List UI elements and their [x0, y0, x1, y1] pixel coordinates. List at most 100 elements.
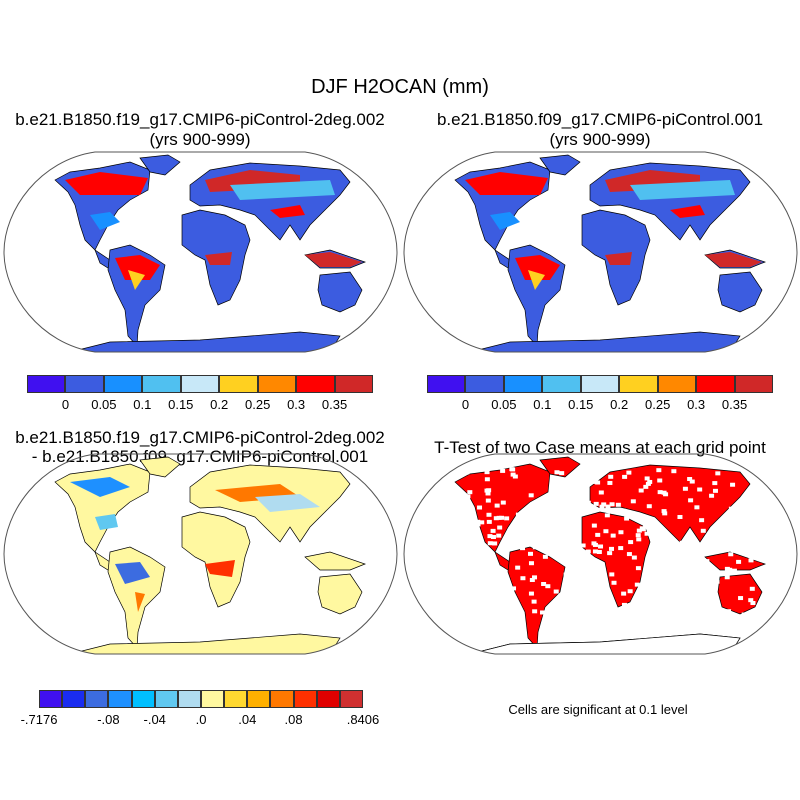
colorbar-difference-box [154, 690, 178, 708]
colorbar-panel1-label: 0.1 [133, 397, 152, 412]
nonsignificant-cell [748, 598, 754, 603]
nonsignificant-cell [610, 533, 616, 538]
value-region [115, 562, 150, 584]
nonsignificant-cell [661, 509, 667, 514]
nonsignificant-cell [700, 528, 706, 533]
nonsignificant-cell [510, 472, 516, 477]
nonsignificant-cell [470, 525, 476, 530]
nonsignificant-cell [510, 467, 516, 472]
nonsignificant-cell [650, 591, 656, 596]
value-region [115, 255, 160, 280]
nonsignificant-cell [646, 504, 652, 509]
nonsignificant-cell [511, 586, 517, 591]
nonsignificant-cell [515, 565, 521, 570]
map-frame [403, 151, 798, 353]
nonsignificant-cell [465, 494, 471, 499]
land-south-america [507, 546, 566, 649]
land-australia [317, 271, 363, 313]
nonsignificant-cell [563, 572, 569, 577]
nonsignificant-cell [635, 566, 641, 571]
nonsignificant-cell [650, 526, 656, 531]
land-antarctica [69, 331, 341, 352]
nonsignificant-cell [563, 529, 569, 534]
nonsignificant-cell [565, 519, 571, 524]
nonsignificant-cell [631, 604, 637, 609]
nonsignificant-cell [561, 606, 567, 611]
colorbar-difference-box [201, 690, 225, 708]
nonsignificant-cell [709, 493, 715, 498]
nonsignificant-cell [528, 561, 534, 566]
colorbar-panel2-label: 0.1 [533, 397, 552, 412]
nonsignificant-cell [665, 577, 671, 582]
panel1-subtitle: (yrs 900-999) [149, 130, 251, 149]
nonsignificant-cell [464, 503, 470, 508]
nonsignificant-cell [475, 522, 481, 527]
nonsignificant-cell [671, 571, 677, 576]
panel2-title: b.e21.B1850.f09_g17.CMIP6-piControl.001 [436, 110, 764, 129]
colorbar-panel1-box [103, 375, 143, 393]
nonsignificant-cell [662, 511, 668, 516]
value-region [465, 172, 548, 195]
nonsignificant-cell [564, 613, 570, 618]
nonsignificant-cell [621, 602, 627, 607]
nonsignificant-cell [599, 504, 605, 509]
nonsignificant-cell [581, 483, 587, 488]
nonsignificant-cell [728, 552, 734, 557]
colorbar-difference-label: -.08 [97, 712, 120, 727]
nonsignificant-cell [687, 564, 693, 569]
value-region [255, 494, 320, 512]
nonsignificant-cell [534, 503, 540, 508]
nonsignificant-cell [639, 526, 645, 531]
nonsignificant-cell [595, 532, 601, 537]
nonsignificant-cell [465, 513, 471, 518]
nonsignificant-cell [684, 563, 690, 568]
nonsignificant-cell [520, 546, 526, 551]
nonsignificant-cell [630, 499, 636, 504]
panel4-title: T-Test of two Case means at each grid po… [434, 438, 766, 457]
nonsignificant-cell [591, 592, 597, 597]
colorbar-panel2-box [427, 375, 466, 393]
value-region [230, 180, 335, 200]
nonsignificant-cell [474, 528, 480, 533]
colorbar-panel2-label: 0 [461, 397, 470, 412]
nonsignificant-cell [460, 534, 466, 539]
nonsignificant-cell [663, 492, 669, 497]
land-antarctica [469, 331, 741, 352]
nonsignificant-cell [618, 530, 624, 535]
nonsignificant-cell [579, 509, 585, 514]
value-region [630, 180, 735, 200]
colorbar-panel2-label: 0.2 [610, 397, 629, 412]
colorbar-panel1-box [257, 375, 297, 393]
nonsignificant-cell [478, 578, 484, 583]
panel1-title: b.e21.B1850.f19_g17.CMIP6-piControl-2deg… [15, 110, 385, 129]
nonsignificant-cell [658, 541, 664, 546]
nonsignificant-cell [500, 575, 506, 580]
nonsignificant-cell [542, 554, 548, 559]
colorbar-panel2-label: 0.35 [721, 397, 748, 412]
nonsignificant-cell [490, 535, 496, 540]
nonsignificant-cell [627, 589, 633, 594]
land-australia [717, 573, 763, 615]
nonsignificant-cell [608, 546, 614, 551]
nonsignificant-cell [500, 468, 506, 473]
nonsignificant-cell [645, 481, 651, 486]
land-greenland [539, 154, 581, 176]
colorbar-difference-label: -.7176 [20, 712, 58, 727]
colorbar-panel2-box [734, 375, 773, 393]
colorbar-panel1-label: 0.2 [210, 397, 229, 412]
nonsignificant-cell [712, 488, 718, 493]
land-indonesia [704, 551, 767, 571]
nonsignificant-cell [728, 506, 734, 511]
nonsignificant-cell [747, 544, 753, 549]
colorbar-panel1-box [27, 375, 66, 393]
nonsignificant-cell [609, 502, 615, 507]
nonsignificant-cell [687, 477, 693, 482]
nonsignificant-cell [685, 584, 691, 589]
nonsignificant-cell [468, 541, 474, 546]
colorbar-difference-box [293, 690, 317, 708]
colorbar-panel1-box [219, 375, 258, 393]
nonsignificant-cell [746, 515, 752, 520]
value-region [705, 252, 762, 267]
nonsignificant-cell [675, 562, 681, 567]
